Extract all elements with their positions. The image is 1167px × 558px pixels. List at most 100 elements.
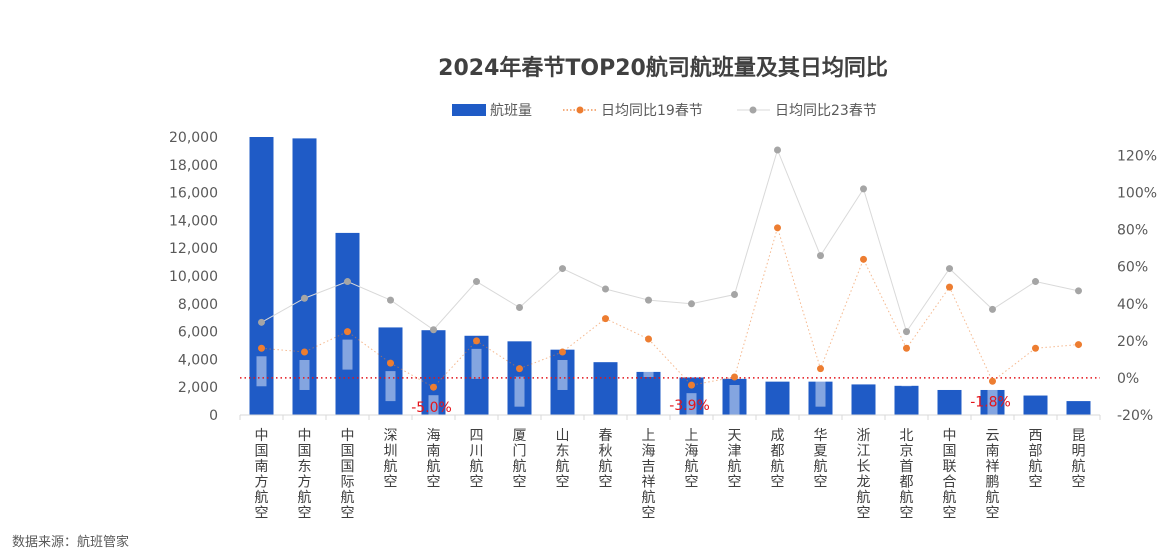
left-axis-tick-label: 14,000 xyxy=(169,213,218,229)
yoy19-point xyxy=(258,344,265,352)
flight-bar xyxy=(292,138,317,415)
yoy19-label-box xyxy=(385,371,396,402)
yoy19-point xyxy=(903,344,910,352)
flight-bar xyxy=(980,389,1005,415)
flight-bar xyxy=(636,371,661,415)
category-label: 昆明航空 xyxy=(1072,428,1086,491)
yoy19-point xyxy=(344,328,351,336)
yoy23-point xyxy=(473,278,480,286)
flight-bar xyxy=(421,330,446,415)
flight-bar xyxy=(851,384,876,415)
yoy19-label-box xyxy=(342,339,353,370)
flight-bar xyxy=(1023,395,1048,415)
flight-bar xyxy=(335,232,360,415)
yoy19-point xyxy=(946,283,953,291)
category-label: 四川航空 xyxy=(470,428,484,491)
yoy19-label-box xyxy=(256,356,267,387)
yoy19-point xyxy=(602,315,609,323)
yoy19-point xyxy=(430,383,437,391)
flight-bar xyxy=(249,137,274,415)
flight-bar xyxy=(593,362,618,415)
yoy19-data-label: -5.0% xyxy=(411,400,452,416)
yoy19-label-box xyxy=(514,376,525,407)
legend: 航班量 日均同比19春节 日均同比23春节 xyxy=(452,103,877,119)
yoy23-point xyxy=(301,294,308,302)
left-axis-tick-label: 2,000 xyxy=(178,380,218,396)
flight-bar xyxy=(378,327,403,415)
category-label: 山东航空 xyxy=(556,428,570,491)
right-axis-tick-label: 100% xyxy=(1117,186,1157,202)
left-axis-tick-label: 8,000 xyxy=(178,297,218,313)
flight-bar xyxy=(1066,401,1091,415)
right-axis-tick-label: -20% xyxy=(1117,408,1153,424)
yoy19-point xyxy=(559,348,566,356)
yoy19-point xyxy=(473,337,480,345)
category-label: 北京首都航空 xyxy=(900,428,914,522)
yoy19-label-box xyxy=(987,389,998,415)
legend-label-yoy23: 日均同比23春节 xyxy=(775,103,877,119)
yoy19-label-box xyxy=(428,395,439,415)
yoy19-label-box xyxy=(1073,352,1084,383)
left-axis-tick-label: 6,000 xyxy=(178,325,218,341)
chart-title: 2024年春节TOP20航司航班量及其日均同比 xyxy=(438,55,888,81)
yoy23-point xyxy=(258,318,265,326)
right-axis-tick-label: 0% xyxy=(1117,371,1139,387)
yoy23-point xyxy=(731,291,738,299)
flight-bar xyxy=(550,349,575,415)
yoy19-point xyxy=(774,224,781,232)
right-axis-tick-label: 60% xyxy=(1117,260,1148,276)
yoy23-point xyxy=(516,304,523,312)
yoy23-point xyxy=(817,252,824,260)
yoy19-point xyxy=(731,373,738,381)
yoy23-point xyxy=(645,296,652,304)
yoy19-point xyxy=(989,377,996,385)
legend-label-flights: 航班量 xyxy=(490,103,532,119)
yoy19-point xyxy=(387,359,394,367)
category-label: 天津航空 xyxy=(728,428,742,491)
yoy19-line xyxy=(261,226,1079,388)
yoy19-label-box xyxy=(858,267,869,298)
yoy19-label-box xyxy=(299,359,310,390)
flight-bar xyxy=(937,389,962,415)
yoy19-label-box xyxy=(643,347,654,378)
category-label: 中国东方航空 xyxy=(298,428,312,522)
category-label: 厦门航空 xyxy=(513,428,527,491)
yoy19-point xyxy=(860,255,867,263)
yoy23-point xyxy=(344,278,351,286)
category-label: 春秋航空 xyxy=(599,428,613,491)
left-axis-tick-label: 10,000 xyxy=(169,269,218,285)
flight-bar xyxy=(808,381,833,415)
yoy19-point xyxy=(516,365,523,373)
yoy23-point xyxy=(430,326,437,334)
plot-area: 0 2,000 4,000 6,000 8,000 10,000 12,000 14,000 1… xyxy=(169,130,1157,522)
category-label: 中国国际航空 xyxy=(341,428,355,522)
yoy19-label-box xyxy=(729,385,740,415)
flight-bar xyxy=(894,385,919,415)
category-label: 上海航空 xyxy=(685,428,699,491)
source-note: 数据来源：航班管家 xyxy=(12,534,129,550)
right-axis-tick-label: 80% xyxy=(1117,223,1148,239)
yoy19-label-box xyxy=(944,295,955,326)
left-axis-tick-label: 12,000 xyxy=(169,241,218,257)
category-label: 中国南方航空 xyxy=(255,428,269,522)
yoy19-data-label: -3.9% xyxy=(669,398,710,414)
yoy23-point xyxy=(774,146,781,154)
yoy23-point xyxy=(1032,278,1039,286)
yoy19-point xyxy=(817,365,824,373)
yoy19-label-box xyxy=(557,359,568,390)
flight-bar xyxy=(765,381,790,415)
category-label: 中国联合航空 xyxy=(943,428,957,522)
yoy19-label-box xyxy=(901,356,912,387)
right-axis-tick-label: 120% xyxy=(1117,149,1157,165)
flight-bar xyxy=(722,378,747,415)
yoy23-point xyxy=(387,296,394,304)
yoy19-point xyxy=(1032,344,1039,352)
legend-label-yoy19: 日均同比19春节 xyxy=(601,103,703,119)
yoy23-point xyxy=(602,285,609,293)
left-axis-tick-label: 20,000 xyxy=(169,130,218,146)
legend-swatch-yoy19-marker xyxy=(576,106,584,114)
category-label: 云南祥鹏航空 xyxy=(986,428,1000,522)
left-axis-tick-label: 0 xyxy=(209,408,218,424)
yoy19-label-box xyxy=(471,348,482,379)
yoy23-point xyxy=(989,305,996,313)
